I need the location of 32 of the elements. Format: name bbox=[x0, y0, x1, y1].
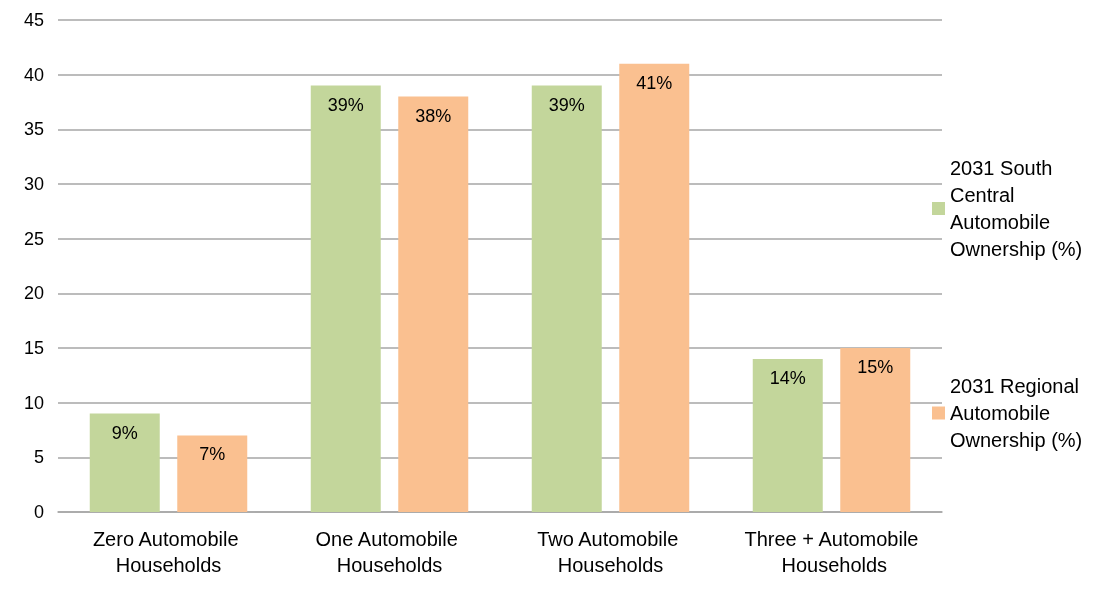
data-label: 7% bbox=[199, 444, 226, 465]
bar bbox=[177, 435, 248, 512]
data-label: 14% bbox=[769, 367, 806, 388]
y-tick-label: 15 bbox=[23, 338, 44, 358]
y-tick-label: 10 bbox=[23, 392, 44, 413]
data-label: 39% bbox=[327, 94, 364, 115]
bar bbox=[752, 358, 823, 512]
bar bbox=[531, 85, 602, 512]
x-tick-label: Zero Automobile Households bbox=[92, 528, 245, 576]
bar bbox=[310, 85, 381, 512]
legend-label: 2031 South Central Automobile Ownership (%) bbox=[950, 157, 1083, 260]
legend-label: 2031 Regional Automobile Ownership (%) bbox=[950, 375, 1085, 451]
bar bbox=[398, 96, 469, 512]
y-tick-label: 30 bbox=[23, 174, 44, 194]
x-tick-label: One Automobile Households bbox=[315, 528, 464, 576]
x-tick-label: Two Automobile Households bbox=[537, 528, 684, 576]
y-tick-label: 35 bbox=[23, 119, 44, 140]
x-tick-label: Three + Automobile Households bbox=[744, 528, 919, 576]
y-tick-label: 5 bbox=[33, 447, 44, 468]
y-tick-label: 20 bbox=[23, 283, 44, 304]
y-tick-label: 40 bbox=[23, 64, 44, 85]
y-tick-label: 0 bbox=[33, 502, 44, 522]
data-label: 38% bbox=[415, 105, 452, 126]
data-label: 9% bbox=[111, 422, 138, 443]
y-tick-label: 25 bbox=[23, 228, 44, 249]
bar bbox=[619, 63, 690, 512]
y-tick-label: 45 bbox=[23, 10, 44, 30]
bar bbox=[89, 413, 160, 512]
data-label: 15% bbox=[857, 357, 894, 377]
data-label: 39% bbox=[548, 94, 585, 115]
data-label: 41% bbox=[636, 72, 673, 93]
bar bbox=[840, 348, 911, 512]
